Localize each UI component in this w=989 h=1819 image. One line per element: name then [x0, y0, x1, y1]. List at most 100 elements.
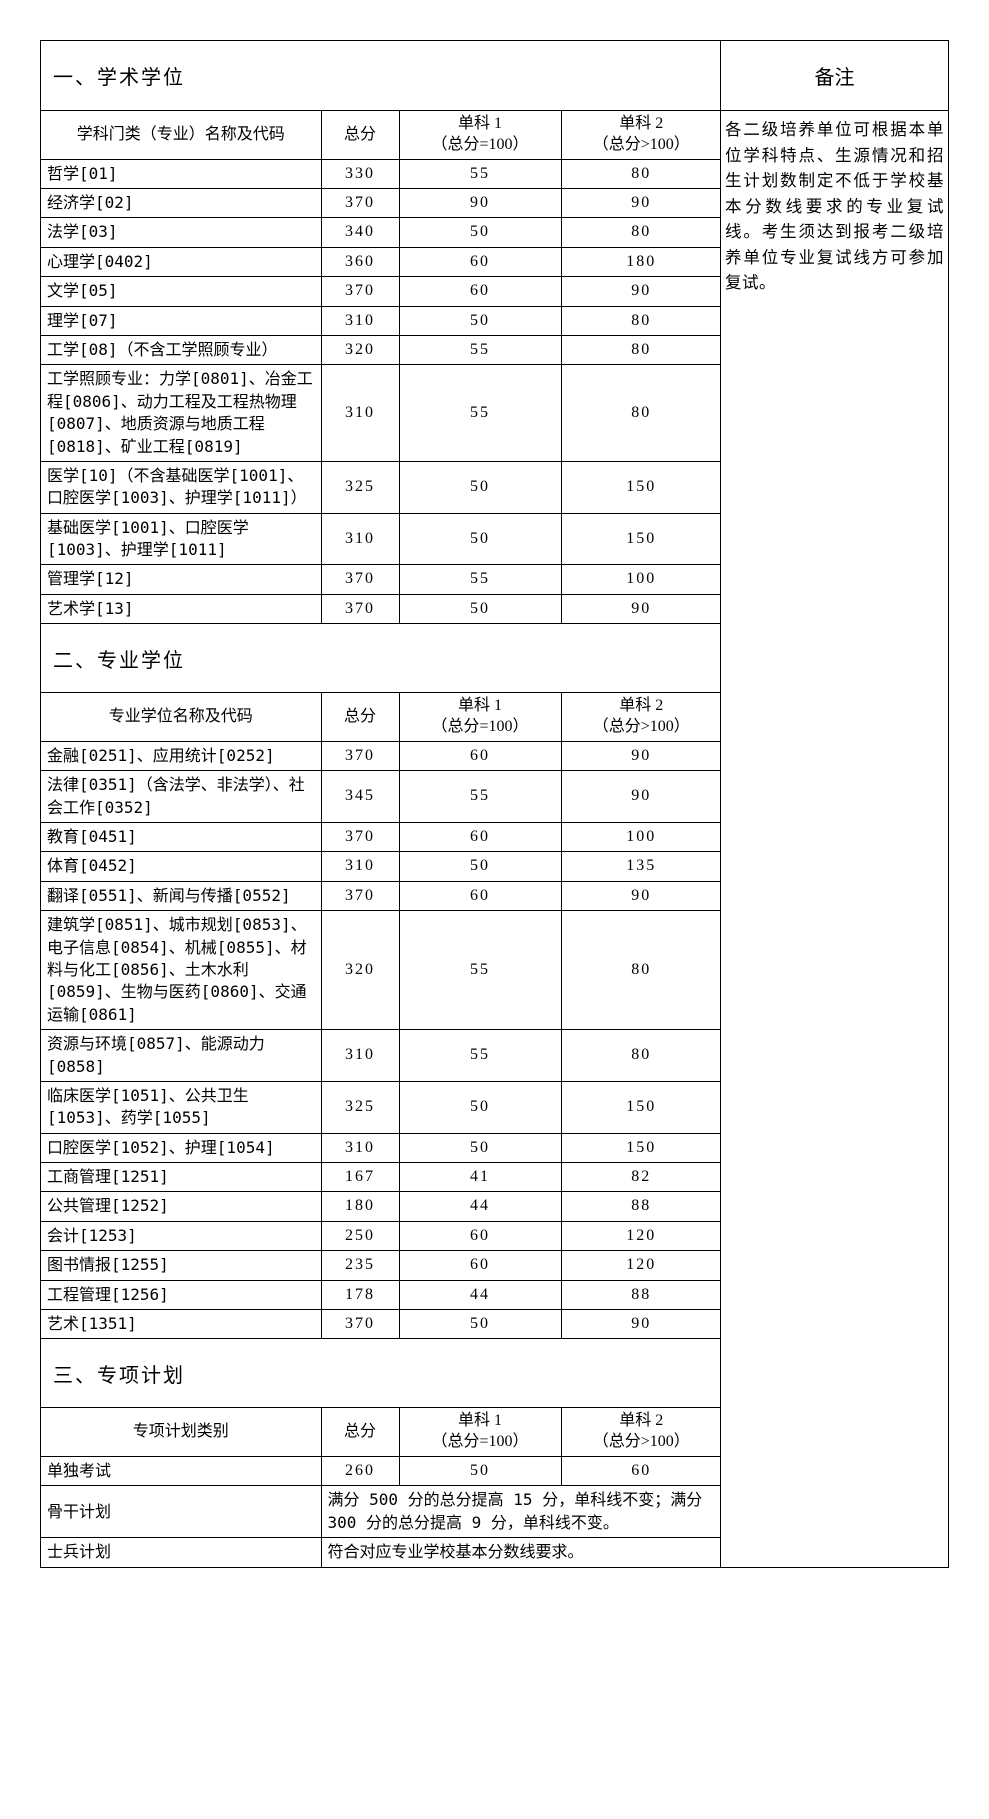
- cell-subject1: 60: [399, 247, 561, 276]
- cell-subject2: 90: [561, 771, 721, 823]
- cell-name: 公共管理[1252]: [41, 1192, 321, 1221]
- cell-total: 310: [321, 852, 399, 881]
- cell-name: 资源与环境[0857]、能源动力[0858]: [41, 1030, 321, 1082]
- table-row: 体育[0452]31050135: [41, 852, 721, 881]
- cell-total: 310: [321, 306, 399, 335]
- table-row: 医学[10]（不含基础医学[1001]、口腔医学[1003]、护理学[1011]…: [41, 461, 721, 513]
- cell-subject2: 100: [561, 565, 721, 594]
- cell-total: 180: [321, 1192, 399, 1221]
- cell-name: 管理学[12]: [41, 565, 321, 594]
- header-subject1-top: 单科 1: [406, 114, 555, 135]
- cell-subject1: 60: [399, 823, 561, 852]
- cell-name: 工学[08]（不含工学照顾专业）: [41, 335, 321, 364]
- table-row: 资源与环境[0857]、能源动力[0858]3105580: [41, 1030, 721, 1082]
- cell-subject2: 90: [561, 277, 721, 306]
- header-subject2: 单科 2（总分>100）: [561, 111, 721, 159]
- section3-title: 三、专项计划: [41, 1338, 720, 1408]
- header-total: 总分: [321, 111, 399, 159]
- table-row: 法学[03]3405080: [41, 218, 721, 247]
- score-table-page: 一、学术学位 学科门类（专业）名称及代码 总分 单科 1（总分=100） 单科 …: [40, 40, 949, 1568]
- cell-subject1: 60: [399, 277, 561, 306]
- header-subject1: 单科 1（总分=100）: [399, 111, 561, 159]
- cell-subject2: 80: [561, 218, 721, 247]
- header-subject2-top: 单科 2: [568, 1411, 716, 1432]
- cell-name: 单独考试: [41, 1457, 321, 1486]
- cell-name: 口腔医学[1052]、护理[1054]: [41, 1133, 321, 1162]
- table-row: 单独考试2605060: [41, 1457, 721, 1486]
- cell-total: 370: [321, 188, 399, 217]
- cell-total: 325: [321, 461, 399, 513]
- cell-merged: 满分 500 分的总分提高 15 分，单科线不变；满分 300 分的总分提高 9…: [321, 1486, 721, 1538]
- cell-subject2: 90: [561, 594, 721, 623]
- cell-total: 250: [321, 1221, 399, 1250]
- table-row: 公共管理[1252]1804488: [41, 1192, 721, 1221]
- cell-total: 320: [321, 911, 399, 1030]
- header-subject2: 单科 2（总分>100）: [561, 693, 721, 741]
- cell-total: 340: [321, 218, 399, 247]
- cell-total: 310: [321, 513, 399, 565]
- cell-name: 士兵计划: [41, 1538, 321, 1567]
- header-name: 专项计划类别: [41, 1408, 321, 1456]
- cell-subject1: 41: [399, 1163, 561, 1192]
- cell-subject1: 50: [399, 1133, 561, 1162]
- table-row: 士兵计划符合对应专业学校基本分数线要求。: [41, 1538, 721, 1567]
- table-header-row: 专业学位名称及代码 总分 单科 1（总分=100） 单科 2（总分>100）: [41, 693, 721, 741]
- table-row: 艺术[1351]3705090: [41, 1310, 721, 1339]
- table-row: 管理学[12]37055100: [41, 565, 721, 594]
- cell-name: 临床医学[1051]、公共卫生[1053]、药学[1055]: [41, 1081, 321, 1133]
- table-row: 翻译[0551]、新闻与传播[0552]3706090: [41, 881, 721, 910]
- table-row: 工学照顾专业：力学[0801]、冶金工程[0806]、动力工程及工程热物理[08…: [41, 365, 721, 462]
- cell-subject2: 80: [561, 365, 721, 462]
- cell-subject2: 120: [561, 1221, 721, 1250]
- cell-subject2: 88: [561, 1280, 721, 1309]
- cell-name: 法学[03]: [41, 218, 321, 247]
- table-row: 骨干计划满分 500 分的总分提高 15 分，单科线不变；满分 300 分的总分…: [41, 1486, 721, 1538]
- cell-name: 工学照顾专业：力学[0801]、冶金工程[0806]、动力工程及工程热物理[08…: [41, 365, 321, 462]
- cell-total: 370: [321, 565, 399, 594]
- cell-subject1: 55: [399, 1030, 561, 1082]
- header-subject2-top: 单科 2: [568, 696, 716, 717]
- cell-name: 工商管理[1251]: [41, 1163, 321, 1192]
- cell-total: 370: [321, 277, 399, 306]
- cell-subject1: 50: [399, 513, 561, 565]
- section1-title: 一、学术学位: [41, 41, 720, 111]
- remark-body: 各二级培养单位可根据本单位学科特点、生源情况和招生计划数制定不低于学校基本分数线…: [721, 111, 948, 302]
- table-row: 经济学[02]3709090: [41, 188, 721, 217]
- cell-subject2: 90: [561, 741, 721, 770]
- cell-subject2: 150: [561, 1133, 721, 1162]
- cell-name: 艺术学[13]: [41, 594, 321, 623]
- header-name: 学科门类（专业）名称及代码: [41, 111, 321, 159]
- cell-name: 建筑学[0851]、城市规划[0853]、电子信息[0854]、机械[0855]…: [41, 911, 321, 1030]
- cell-total: 345: [321, 771, 399, 823]
- cell-total: 370: [321, 594, 399, 623]
- cell-subject2: 80: [561, 335, 721, 364]
- cell-total: 325: [321, 1081, 399, 1133]
- header-name: 专业学位名称及代码: [41, 693, 321, 741]
- cell-subject1: 50: [399, 1457, 561, 1486]
- table-row: 文学[05]3706090: [41, 277, 721, 306]
- cell-name: 医学[10]（不含基础医学[1001]、口腔医学[1003]、护理学[1011]…: [41, 461, 321, 513]
- cell-total: 360: [321, 247, 399, 276]
- table-row: 工程管理[1256]1784488: [41, 1280, 721, 1309]
- header-subject2: 单科 2（总分>100）: [561, 1408, 721, 1456]
- cell-total: 178: [321, 1280, 399, 1309]
- cell-subject1: 50: [399, 306, 561, 335]
- cell-subject1: 50: [399, 218, 561, 247]
- cell-total: 310: [321, 1133, 399, 1162]
- cell-name: 文学[05]: [41, 277, 321, 306]
- table-row: 法律[0351]（含法学、非法学）、社会工作[0352]3455590: [41, 771, 721, 823]
- table-row: 建筑学[0851]、城市规划[0853]、电子信息[0854]、机械[0855]…: [41, 911, 721, 1030]
- cell-subject2: 60: [561, 1457, 721, 1486]
- cell-name: 法律[0351]（含法学、非法学）、社会工作[0352]: [41, 771, 321, 823]
- table-row: 哲学[01]3305580: [41, 159, 721, 188]
- cell-name: 金融[0251]、应用统计[0252]: [41, 741, 321, 770]
- cell-subject1: 60: [399, 881, 561, 910]
- cell-subject1: 55: [399, 335, 561, 364]
- cell-total: 310: [321, 365, 399, 462]
- header-subject2-sub: （总分>100）: [568, 135, 716, 156]
- header-subject2-sub: （总分>100）: [568, 717, 716, 738]
- cell-name: 骨干计划: [41, 1486, 321, 1538]
- cell-subject2: 150: [561, 461, 721, 513]
- table-row: 图书情报[1255]23560120: [41, 1251, 721, 1280]
- cell-subject2: 90: [561, 188, 721, 217]
